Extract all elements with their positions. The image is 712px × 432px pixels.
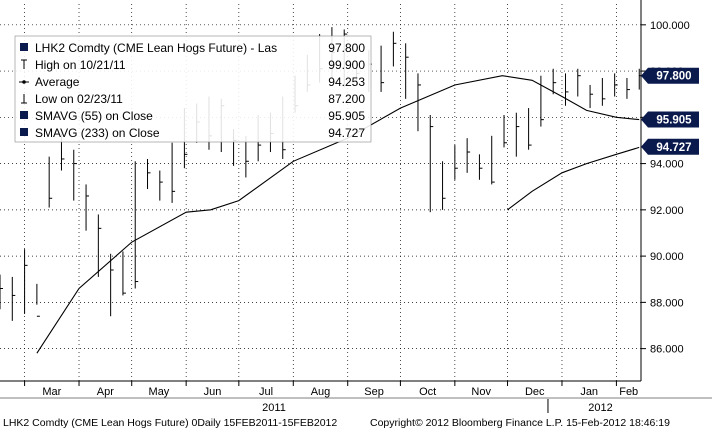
ohlc-bar (515, 112, 520, 157)
y-tick-label: 92.000 (650, 205, 684, 217)
ohlc-bar (122, 251, 126, 296)
chart-footer: LHK2 Comdty (CME Lean Hogs Future) 0Dail… (0, 414, 712, 432)
legend-value: 99.900 (328, 58, 365, 72)
price-chart: 86.00088.00090.00092.00094.00096.00098.0… (0, 0, 712, 414)
legend-box (14, 35, 372, 143)
legend-label: High on 10/21/11 (35, 58, 126, 72)
legend-entry: SMAVG (233) on Close 94.727 (20, 126, 365, 140)
x-month-label: Aug (311, 386, 331, 398)
ohlc-bar (577, 68, 581, 97)
ohlc-bar (159, 170, 163, 201)
ohlc-bar (97, 214, 102, 277)
ohlc-bar (589, 84, 594, 109)
x-month-label: Mar (42, 386, 61, 398)
ohlc-bar (614, 73, 618, 97)
last-value-tag-label: 97.800 (656, 71, 691, 83)
legend-square-icon (20, 43, 28, 51)
last-value-tag: 94.727 (641, 138, 699, 155)
ohlc-bar (245, 135, 249, 178)
x-month-label: Apr (97, 386, 114, 398)
ohlc-bar (503, 115, 508, 148)
y-tick-label: 94.000 (650, 159, 684, 171)
y-tick-label: 90.000 (650, 251, 684, 263)
ohlc-bar (11, 276, 16, 321)
x-year-label: 2011 (262, 402, 286, 414)
legend-label: SMAVG (233) on Close (35, 126, 160, 140)
ohlc-bar (552, 68, 557, 95)
ohlc-bar (417, 73, 421, 132)
ohlc-bar (491, 135, 495, 185)
last-value-tag-label: 94.727 (656, 142, 691, 154)
footer-security-info: LHK2 Comdty (CME Lean Hogs Future) 0Dail… (3, 417, 338, 429)
x-month-label: Jan (580, 386, 598, 398)
y-tick-label: 86.000 (650, 344, 684, 356)
ohlc-bar (0, 274, 3, 310)
legend-value: 87.200 (328, 92, 365, 106)
ohlc-bar (429, 115, 434, 213)
ohlc-bar (171, 142, 176, 203)
legend-value: 95.905 (328, 109, 365, 123)
last-value-tag-shape (641, 138, 699, 155)
x-month-label: May (149, 386, 170, 398)
sma-55-line (36, 75, 640, 354)
ohlc-bar (380, 45, 385, 92)
x-month-label: Dec (525, 386, 545, 398)
ohlc-bar (110, 253, 114, 317)
ohlc-bar (405, 43, 409, 99)
legend-value: 94.727 (328, 126, 365, 140)
last-value-tag-shape (641, 111, 699, 128)
ohlc-bar (564, 73, 569, 106)
ohlc-bar (466, 138, 471, 173)
ohlc-bar (36, 283, 40, 317)
x-month-label: Feb (619, 386, 638, 398)
x-month-label: Jun (204, 386, 222, 398)
ohlc-bar (392, 31, 397, 67)
ohlc-bar (540, 75, 544, 127)
ohlc-bar (48, 156, 53, 208)
x-year-label: 2012 (588, 402, 612, 414)
x-month-label: Jul (259, 386, 273, 398)
ohlc-bar (626, 78, 630, 99)
ohlc-bar (528, 108, 532, 150)
ohlc-bar (478, 154, 483, 180)
legend-value: 97.800 (328, 41, 365, 55)
footer-copyright: Copyright© 2012 Bloomberg Finance L.P. 1… (370, 417, 670, 429)
legend-entry: LHK2 Comdty (CME Lean Hogs Future) - Las… (20, 41, 365, 55)
last-value-tag-shape (641, 67, 699, 84)
sma-233-line (507, 146, 640, 211)
legend-label: Average (35, 75, 80, 89)
y-tick-label: 100.000 (650, 20, 690, 32)
ohlc-bar (24, 249, 28, 314)
x-month-label: Nov (471, 386, 491, 398)
ohlc-bar (73, 149, 77, 201)
legend-square-icon (20, 128, 28, 136)
ohlc-bar (601, 78, 606, 106)
legend-entry: SMAVG (55) on Close 95.905 (20, 109, 365, 123)
legend-square-icon (20, 111, 28, 119)
legend-entry: High on 10/21/11 99.900 (21, 58, 365, 72)
legend-value: 94.253 (328, 75, 365, 89)
ohlc-bar (134, 161, 139, 289)
legend-label: LHK2 Comdty (CME Lean Hogs Future) - Las (35, 41, 277, 55)
legend-entry: Average 94.253 (19, 75, 365, 89)
ohlc-bar (85, 184, 90, 231)
last-value-tag: 95.905 (641, 111, 699, 128)
x-month-label: Sep (364, 386, 384, 398)
last-value-tag: 97.800 (641, 67, 699, 84)
legend-label: SMAVG (55) on Close (35, 109, 153, 123)
y-tick-label: 88.000 (650, 297, 684, 309)
average-marker-icon (22, 80, 26, 84)
legend-label: Low on 02/23/11 (35, 92, 123, 106)
ohlc-bar (147, 158, 151, 190)
ohlc-bar (442, 161, 446, 210)
x-month-label: Oct (419, 386, 436, 398)
legend-entry: Low on 02/23/11 87.200 (21, 92, 365, 106)
ohlc-bar (454, 145, 458, 180)
last-value-tag-label: 95.905 (656, 115, 692, 127)
